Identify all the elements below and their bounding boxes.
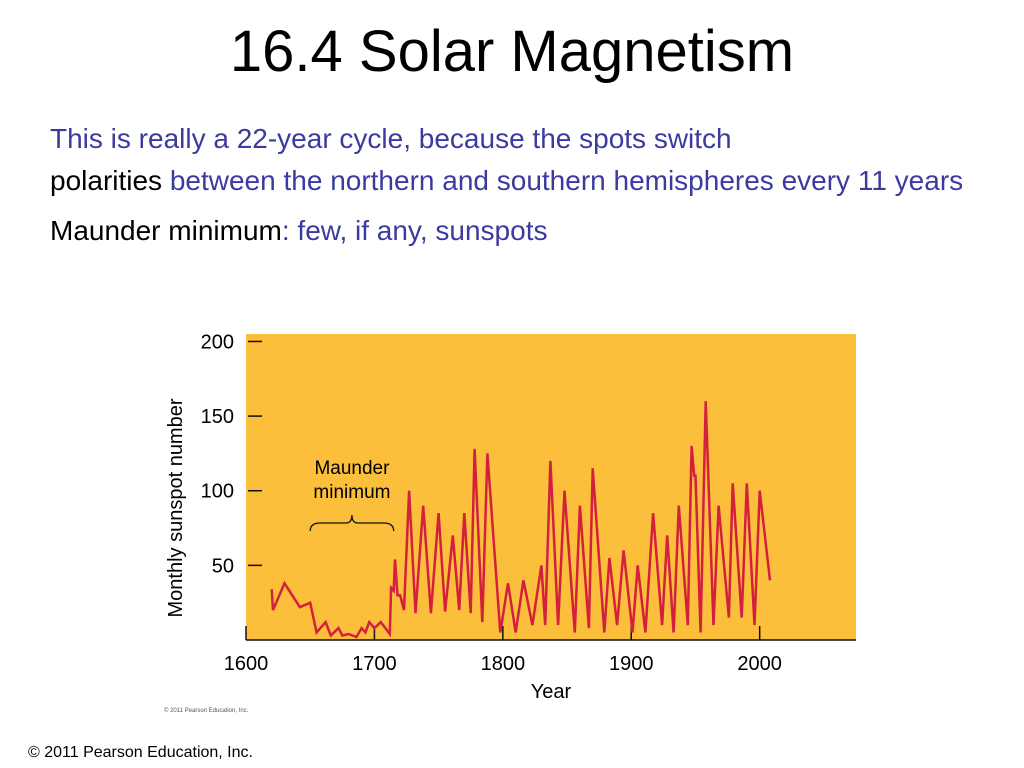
slide-title: 16.4 Solar Magnetism	[229, 19, 795, 84]
y-axis-label: Monthly sunspot number	[165, 398, 187, 617]
x-tick-label: 1700	[352, 653, 397, 675]
bullet-text-part: : few, if any, sunspots	[281, 215, 548, 246]
sunspot-chart-svg: 50 100 150 200 1600 1700 1800 1900 2000 Maunder…	[164, 331, 856, 714]
x-tick-label: 1800	[481, 653, 526, 675]
bullet-text-part: This is really a 22-year cycle, because …	[50, 123, 732, 154]
y-tick-label: 100	[201, 481, 234, 503]
x-tick-label: 1600	[224, 653, 269, 675]
annotation-label: minimum	[313, 482, 390, 503]
y-tick-label: 150	[201, 406, 234, 428]
bullet-text-part: Maunder minimum	[50, 215, 282, 246]
bullet-maunder-minimum: Maunder minimum: few, if any, sunspots	[50, 210, 970, 252]
image-credit: © 2011 Pearson Education, Inc.	[164, 707, 249, 714]
annotation-brace	[309, 514, 395, 532]
bullet-list: This is really a 22-year cycle, because …	[50, 118, 970, 260]
bullet-text-part: between the northern and southern hemisp…	[169, 165, 964, 196]
copyright-footer: © 2011 Pearson Education, Inc.	[28, 744, 253, 761]
y-tick-label: 200	[201, 331, 234, 353]
sunspot-chart: 50 100 150 200 1600 1700 1800 1900 2000 Maunder…	[150, 318, 870, 718]
x-tick-label: 2000	[737, 653, 782, 675]
x-tick-label: 1900	[609, 653, 654, 675]
sunspot-series-line	[270, 401, 772, 639]
x-axis-label: Year	[531, 681, 572, 703]
annotation-label: Maunder	[314, 458, 390, 479]
bullet-22-year-cycle: This is really a 22-year cycle, because …	[50, 118, 970, 202]
bullet-text-part: polarities	[50, 165, 163, 196]
y-tick-label: 50	[212, 555, 234, 577]
